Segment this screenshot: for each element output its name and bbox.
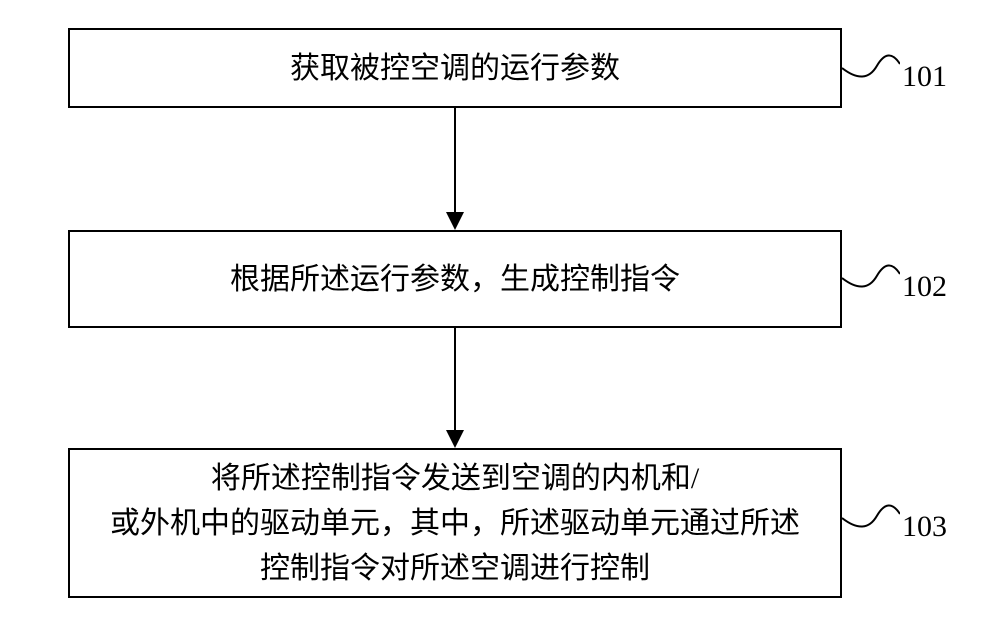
- flow-arrow: [454, 328, 456, 430]
- brace-icon: [842, 46, 900, 86]
- arrow-down-icon: [446, 212, 464, 230]
- flow-step-1: 获取被控空调的运行参数: [68, 28, 842, 108]
- flow-step-3-text: 将所述控制指令发送到空调的内机和/ 或外机中的驱动单元，其中，所述驱动单元通过所…: [110, 456, 800, 591]
- flowchart-canvas: 获取被控空调的运行参数 101 根据所述运行参数，生成控制指令 102 将所述控…: [0, 0, 1000, 622]
- arrow-down-icon: [446, 430, 464, 448]
- flow-arrow: [454, 108, 456, 212]
- flow-step-2: 根据所述运行参数，生成控制指令: [68, 230, 842, 328]
- brace-icon: [842, 256, 900, 296]
- flow-step-2-text: 根据所述运行参数，生成控制指令: [230, 257, 680, 302]
- step-label-1: 101: [902, 60, 947, 94]
- step-label-3: 103: [902, 510, 947, 544]
- flow-step-3: 将所述控制指令发送到空调的内机和/ 或外机中的驱动单元，其中，所述驱动单元通过所…: [68, 448, 842, 598]
- flow-step-1-text: 获取被控空调的运行参数: [290, 46, 620, 91]
- step-label-2: 102: [902, 270, 947, 304]
- brace-icon: [842, 496, 900, 536]
